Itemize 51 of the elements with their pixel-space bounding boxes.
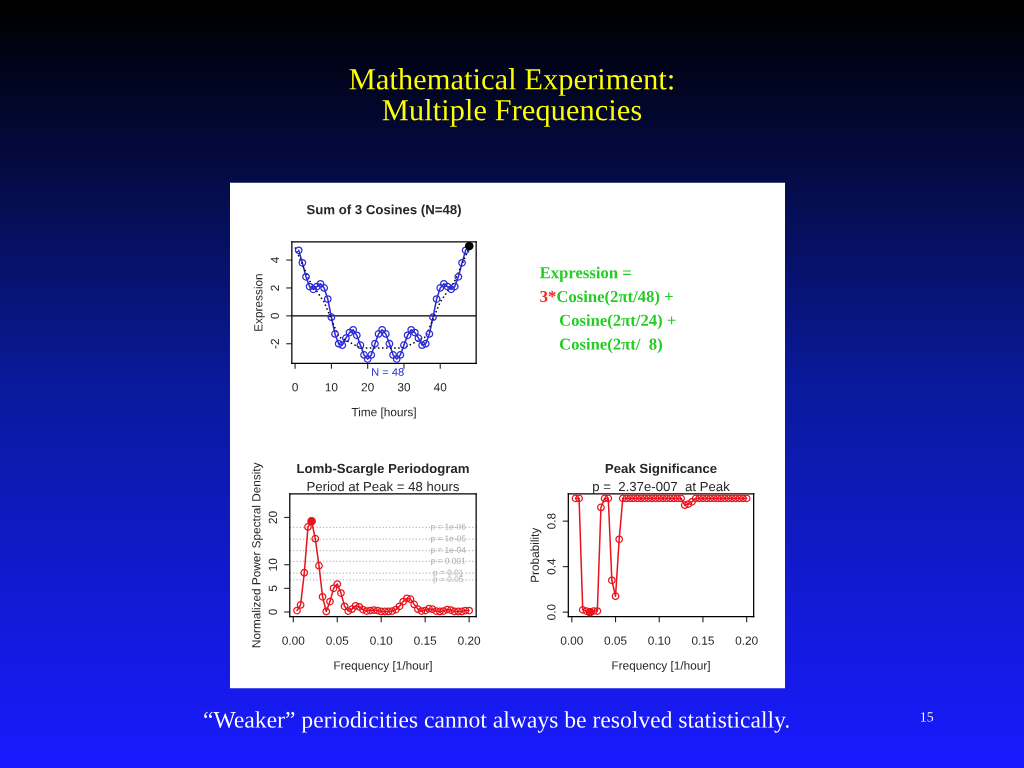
- y-tick-label: 0: [270, 313, 280, 319]
- x-tick-label: 0.20: [458, 636, 481, 645]
- y-tick-label: 2: [270, 285, 279, 291]
- x-tick-label: 40: [433, 383, 447, 392]
- y-tick-label: 0: [268, 609, 278, 615]
- text: Cosine(2πt/48) +: [557, 290, 673, 306]
- annotation: p = 1e-06: [431, 523, 466, 532]
- text: 3*: [540, 290, 556, 303]
- x-tick-label: 0.00: [282, 636, 305, 645]
- x-tick-label: 20: [361, 383, 374, 392]
- y-tick-label: 20: [268, 511, 278, 524]
- annotation: p = 0.05: [433, 576, 464, 584]
- x-tick-label: 0.05: [326, 636, 349, 645]
- x-tick-label: 30: [397, 383, 411, 392]
- x-tick-label: 0: [292, 383, 298, 392]
- y-axis-title: Probability: [530, 527, 542, 582]
- y-tick-label: 5: [268, 585, 278, 592]
- annotation: p = 0.001: [431, 557, 466, 566]
- text: Cosine(2πt/24) +: [559, 314, 676, 330]
- x-tick-label: 10: [325, 383, 338, 392]
- text: Cosine(2πt/ 8): [559, 338, 662, 354]
- annotation: p = 1e-04: [431, 546, 466, 555]
- x-axis-title: Time [hours]: [351, 407, 416, 419]
- y-tick-label: 10: [268, 558, 278, 571]
- x-tick-label: 0.15: [414, 636, 437, 645]
- chart-title: Lomb-Scargle Periodogram: [297, 463, 469, 476]
- text: “Weaker” periodicities cannot always be resolved statistically.: [204, 711, 789, 733]
- x-tick-label: 0.10: [648, 636, 671, 645]
- y-tick-label: 0.8: [547, 513, 556, 529]
- text: 15: [921, 712, 934, 722]
- y-tick-label: 4: [270, 257, 279, 264]
- chart-title: Sum of 3 Cosines (N=48): [306, 204, 461, 217]
- x-tick-label: 0.15: [691, 636, 714, 645]
- x-tick-label: 0.10: [370, 636, 393, 645]
- annotation: p = 1e-05: [431, 535, 466, 544]
- x-tick-label: 0.00: [560, 636, 583, 645]
- chart-subtitle: Period at Peak = 48 hours: [307, 481, 459, 492]
- y-tick-label: -2: [270, 339, 279, 349]
- x-tick-label: 0.05: [604, 636, 627, 645]
- chart-subtitle: p = 2.37e-007 at Peak: [593, 481, 730, 494]
- y-axis-title: Normalized Power Spectral Density: [251, 462, 263, 648]
- text: Mathematical Experiment: Multiple Frequencies: [349, 68, 673, 127]
- chart-title: Peak Significance: [605, 463, 717, 476]
- text: Expression =: [539, 266, 631, 282]
- x-tick-label: 0.20: [735, 636, 758, 645]
- x-axis-title: Frequency [1/hour]: [612, 661, 710, 673]
- x-axis-title: Frequency [1/hour]: [334, 661, 432, 673]
- y-tick-label: 0.0: [547, 604, 556, 620]
- y-axis-title: Expression: [253, 274, 265, 331]
- y-tick-label: 0.4: [547, 558, 556, 575]
- text: N = 48: [372, 368, 404, 376]
